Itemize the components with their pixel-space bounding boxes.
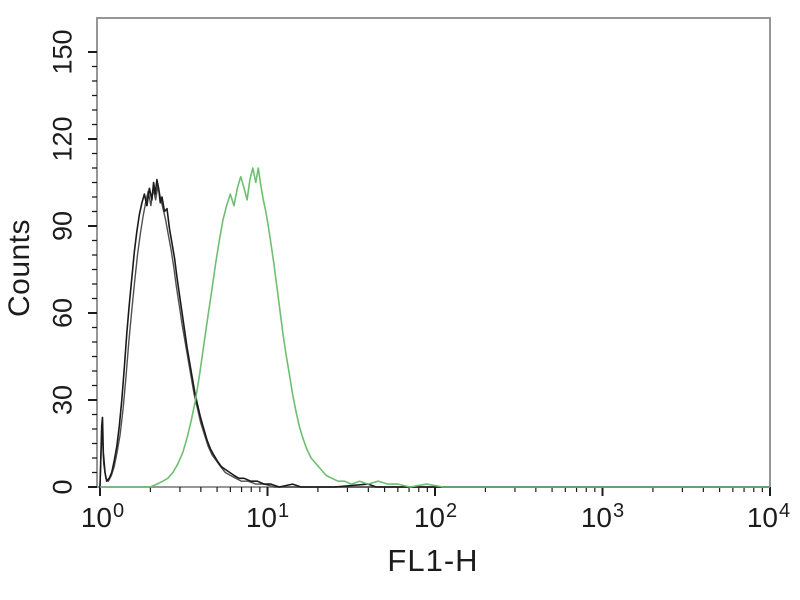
x-tick-label-1e4: 104 [746,500,791,533]
x-tick-label-1e3: 103 [580,500,625,533]
y-tick-label-60: 60 [47,297,78,329]
x-tick-label-1e0: 100 [80,500,125,533]
gray-control-histogram [99,184,770,488]
x-tick-label-1e1: 101 [245,500,290,533]
y-tick-label-120: 120 [47,116,78,162]
y-axis-title: Counts [3,218,36,318]
x-axis-title: FL1-H [387,543,479,578]
y-tick-label-30: 30 [47,384,78,416]
x-tick-label-1e2: 102 [413,500,458,533]
y-tick-label-90: 90 [47,210,78,242]
y-tick-label-0: 0 [47,479,78,495]
y-tick-label-150: 150 [47,29,78,75]
green-stained-histogram [100,167,770,488]
black-control-histogram [99,178,770,488]
